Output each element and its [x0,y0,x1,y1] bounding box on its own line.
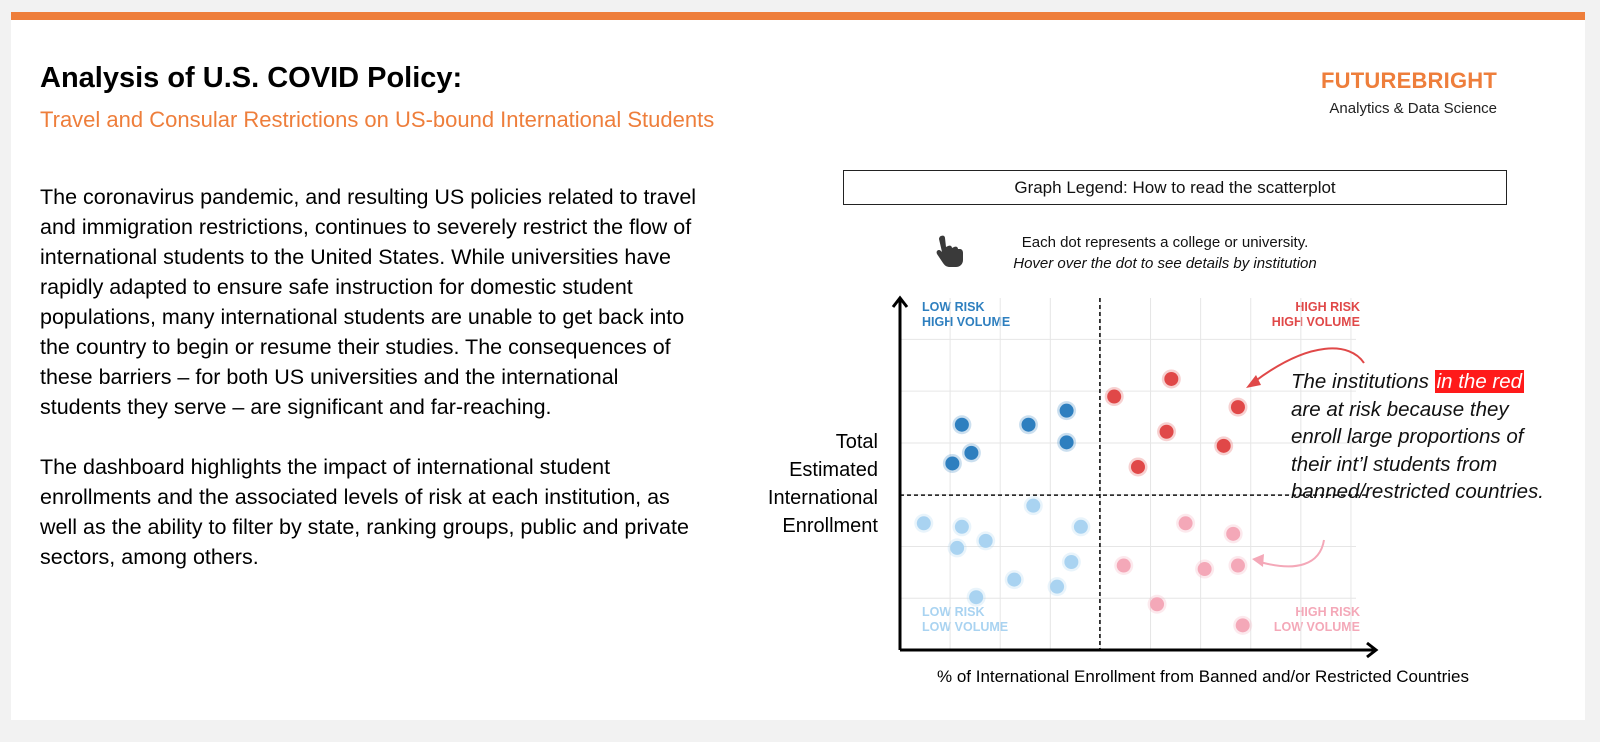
data-point [1026,498,1041,513]
y-axis-label: Total Estimated International Enrollment [767,431,878,537]
annotation-text: are at risk because they enroll large pr… [1291,397,1544,504]
x-axis-label: % of International Enrollment from Banne… [937,667,1469,686]
data-point [1059,403,1074,418]
data-point [1164,371,1179,386]
brand-tagline: Analytics & Data Science [1329,100,1497,117]
legend-hint-line: Each dot represents a college or univers… [1021,234,1309,251]
data-point [916,516,931,531]
data-point [964,445,979,460]
quadrant-label-high-risk-high-volume: HIGH RISK HIGH VOLUME [1271,300,1360,329]
data-point [1116,558,1131,573]
annotation-text: The institutions [1291,370,1435,393]
graph-legend-title: Graph Legend: How to read the scatterplo… [843,170,1507,205]
arrow-pink [1259,539,1325,568]
quadrant-label-low-risk-low-volume: LOW RISK LOW VOLUME [922,605,1009,634]
annotation-note: The institutions in the red are at risk … [1291,368,1556,506]
page-subtitle: Travel and Consular Restrictions on US-b… [40,107,715,132]
data-point [954,417,969,432]
arrow-red-head [1246,375,1261,388]
data-point [1197,562,1212,577]
quadrant-label-high-risk-low-volume: HIGH RISK LOW VOLUME [1273,605,1360,634]
brand-logo: FUTUREBRIGHT Analytics & Data Science [1321,68,1497,117]
data-point [1064,555,1079,569]
data-point [1230,400,1245,415]
data-point [1216,438,1231,453]
dashboard-card: Analysis of U.S. COVID Policy: Travel an… [11,12,1585,720]
page-title: Analysis of U.S. COVID Policy: [40,62,463,94]
brand-name: FUTUREBRIGHT [1321,68,1497,93]
quadrant-label-low-risk-high-volume: LOW RISK HIGH VOLUME [922,300,1011,329]
annotation-highlight: in the red [1434,370,1525,393]
data-point [969,590,984,605]
scatterplot [891,295,1379,659]
data-point [1050,579,1065,594]
intro-paragraph: The dashboard highlights the impact of i… [40,455,689,569]
arrow-red [1253,347,1365,383]
arrow-pink-head [1252,554,1264,567]
data-point [1073,519,1088,534]
data-point [1021,417,1036,432]
data-point [1230,558,1245,573]
data-point [1131,459,1145,474]
data-point [978,533,993,548]
data-point [1159,424,1174,439]
legend-hint: Each dot represents a college or univers… [975,232,1355,274]
intro-paragraph: The coronavirus pandemic, and resulting … [40,185,697,419]
legend-hint-hover: Hover over the dot to see details by ins… [1013,255,1317,272]
data-point [954,519,969,534]
data-point [1107,389,1122,404]
data-point [1059,435,1074,450]
data-point [1226,526,1241,541]
y-axis-arrow [891,295,909,308]
data-point [1007,572,1022,587]
data-point [1235,618,1250,633]
x-axis-arrow [1366,641,1379,659]
data-point [1150,597,1165,612]
data-point [1178,516,1193,531]
pointer-hand-icon [936,235,963,267]
data-point [945,456,960,471]
annotation-arrows [1246,347,1365,568]
intro-text: The coronavirus pandemic, and resulting … [40,182,700,602]
data-point [950,540,965,555]
